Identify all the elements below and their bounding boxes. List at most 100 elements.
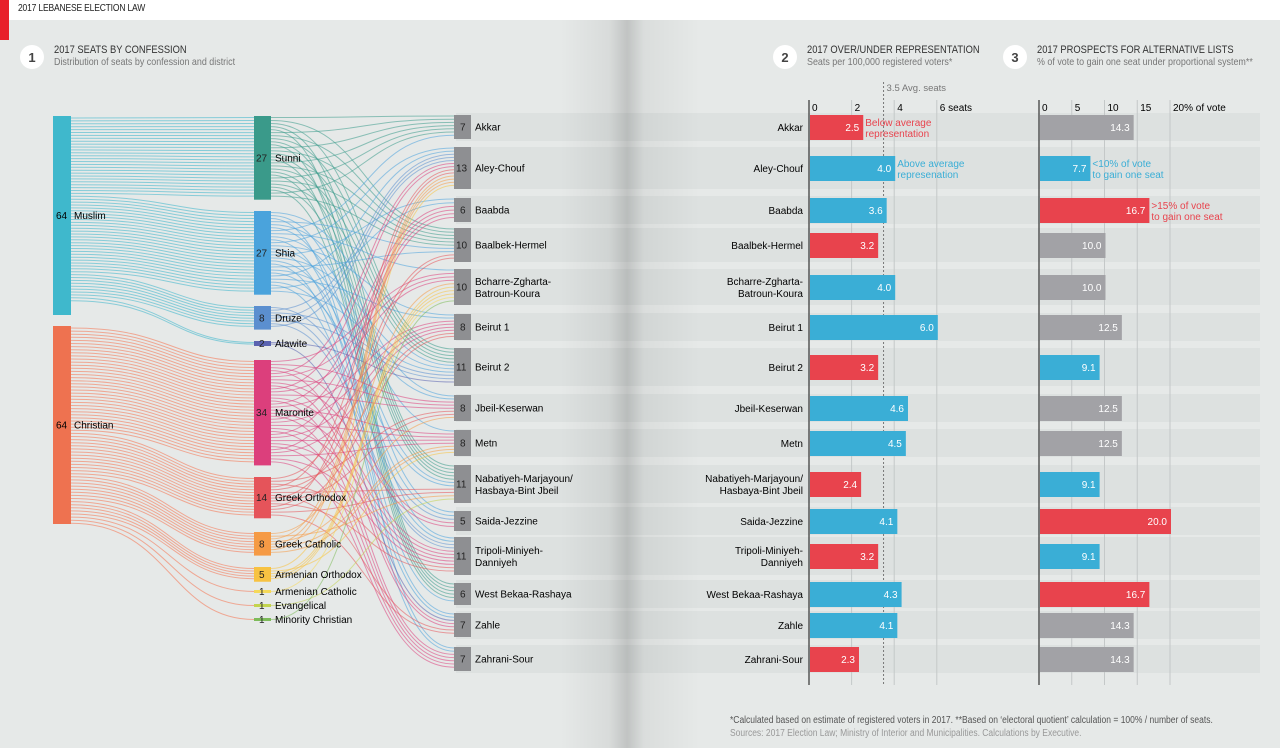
tick-label: 6 seats [940,103,972,114]
district-label: Aley-Chouf [475,164,525,175]
tick-label: 4 [897,103,903,114]
bar [1040,544,1100,569]
flow-line [270,514,455,634]
confession-value: 8 [259,313,265,324]
flow-line [70,377,255,411]
flow-line [70,291,255,325]
district-label: Nabatiyeh-Marjayoun/ [475,474,573,485]
flow-line [270,166,455,390]
confession-label: Druze [275,313,302,324]
district-value: 11 [456,552,467,563]
prospects-chart: 0 5 10 15 20% of vote 14.3 7.7 16.7 10.0 10.0 12.5… [1038,100,1226,685]
flow-line [70,463,255,508]
annotation: <10% of vote [1092,159,1151,170]
header-bar: 2017 LEBANESE ELECTION LAW [0,0,1280,40]
flow-line [70,221,255,241]
tick-label: 0 [812,103,818,114]
flow-line [70,513,255,580]
bar [810,509,898,534]
flow-line [70,482,255,540]
flow-line [70,473,255,516]
section-2-heading: 2 2017 OVER/UNDER REPRESENTATION Seats p… [773,44,1010,69]
flow-line [270,125,455,164]
flow-line [70,494,255,551]
bar [1040,115,1134,140]
confession-label: Armenian Catholic [275,587,357,598]
confession-label: Maronite [275,408,314,419]
footnotes: *Calculated based on estimate of registe… [730,714,1213,740]
flow-line [70,336,255,372]
flow-line [270,498,455,606]
section-number: 2 [773,45,797,69]
flow-line [270,115,455,118]
flow-line [270,290,455,373]
flow-line [270,183,455,363]
bar-value-label: 6.0 [920,323,934,334]
flow-line [70,386,255,420]
flow-line [270,181,455,551]
bar-value-label: 3.2 [860,241,874,252]
flow-line [270,245,455,316]
category-label: Aley-Chouf [754,164,804,175]
flow-line [270,364,455,403]
district-value: 7 [460,621,466,632]
flow-line [270,153,455,311]
bar [810,544,879,569]
flow-line [70,383,255,417]
confession-value: 1 [259,587,265,598]
flow-line [270,239,455,602]
district-value: 8 [460,404,466,415]
category-label: Beirut 1 [769,323,804,334]
flow-line [70,213,255,232]
flow-line [70,485,255,543]
bar-value-label: 12.5 [1098,439,1118,450]
confession-label: Evangelical [275,601,326,612]
flow-line [70,259,255,280]
flow-line [270,180,455,243]
flow-line [270,343,455,621]
flow-line [70,429,255,463]
bar-value-label: 3.2 [860,552,874,563]
flow-line [270,491,455,513]
flow-line [70,143,255,146]
flow-line [270,382,455,528]
district-label: Zahle [475,621,500,632]
category-label: Tripoli-Miniyeh- [735,546,803,557]
flow-line [70,233,255,253]
tick-label: 2 [855,103,861,114]
flow-line [70,510,255,577]
flow-line [70,498,255,553]
sources-text: Sources: 2017 Election Law; Ministry of … [730,728,1082,739]
flow-line [270,446,455,665]
flow-line [270,290,455,577]
bar [810,613,898,638]
flow-line [70,219,255,238]
confession-node [254,116,271,200]
flow-line [70,216,255,235]
district-label: Jbeil-Keserwan [475,404,543,415]
flow-line [70,161,255,164]
bar-value-label: 10.0 [1082,283,1102,294]
flow-line [70,417,255,451]
bar [1040,396,1122,421]
confession-value: 5 [259,570,265,581]
flow-line [270,412,455,556]
flow-line [270,172,455,508]
district-value: 5 [460,517,466,528]
district-value: 10 [456,241,468,252]
flow-line [70,445,255,491]
flow-line [70,423,255,457]
flow-line [270,131,455,194]
flow-line [70,479,255,537]
bar-value-label: 4.1 [879,621,893,632]
annotation: to gain one seat [1151,212,1222,223]
bar-value-label: 3.2 [860,363,874,374]
flow-line [70,245,255,265]
average-label: 3.5 Avg. seats [887,83,947,94]
bar [810,198,887,223]
flow-line [270,448,455,553]
flow-line [70,201,255,220]
confession-node [254,360,271,466]
flow-line [270,202,455,289]
category-label: Jbeil-Keserwan [735,404,803,415]
